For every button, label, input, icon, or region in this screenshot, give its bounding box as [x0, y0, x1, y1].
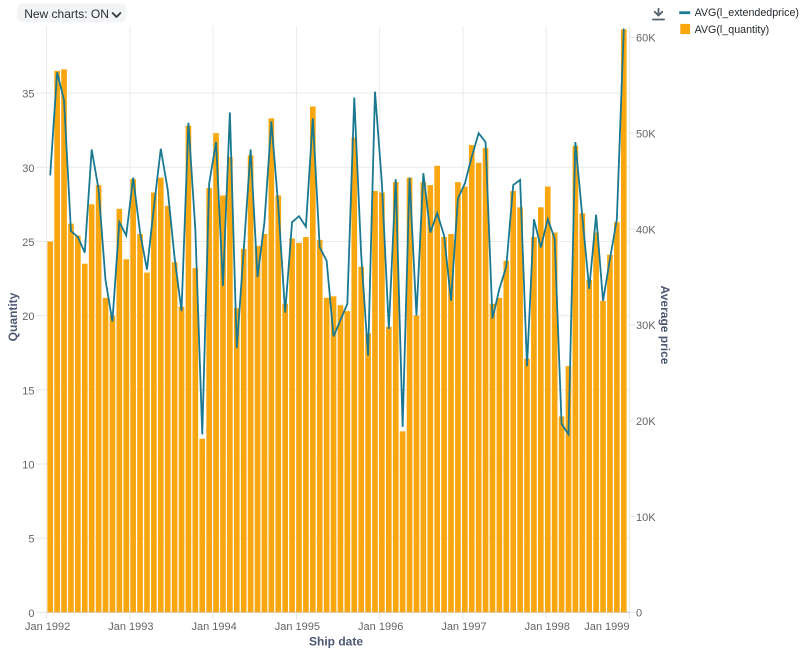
svg-text:AVG(l_quantity): AVG(l_quantity): [695, 24, 770, 36]
svg-text:15: 15: [22, 385, 34, 397]
svg-text:30K: 30K: [636, 320, 656, 332]
svg-text:Jan 1998: Jan 1998: [525, 621, 570, 633]
svg-text:Jan 1999: Jan 1999: [584, 621, 629, 633]
svg-text:10: 10: [22, 459, 34, 471]
svg-text:20K: 20K: [636, 416, 656, 428]
svg-text:Jan 1995: Jan 1995: [275, 621, 320, 633]
svg-text:AVG(l_extendedprice): AVG(l_extendedprice): [695, 7, 799, 19]
svg-text:25: 25: [22, 237, 34, 249]
svg-text:New charts: ON: New charts: ON: [24, 7, 109, 21]
svg-text:Quantity: Quantity: [6, 292, 20, 341]
svg-text:0: 0: [28, 608, 34, 620]
svg-text:60K: 60K: [636, 33, 656, 45]
svg-text:40K: 40K: [636, 224, 656, 236]
svg-text:Jan 1993: Jan 1993: [108, 621, 153, 633]
svg-text:10K: 10K: [636, 512, 656, 524]
svg-text:30: 30: [22, 163, 34, 175]
svg-text:20: 20: [22, 311, 34, 323]
svg-text:50K: 50K: [636, 128, 656, 140]
svg-text:5: 5: [28, 534, 34, 546]
svg-text:Jan 1992: Jan 1992: [25, 621, 70, 633]
svg-text:35: 35: [22, 89, 34, 101]
svg-text:Jan 1996: Jan 1996: [358, 621, 403, 633]
svg-text:0: 0: [636, 608, 642, 620]
svg-text:Jan 1994: Jan 1994: [192, 621, 237, 633]
svg-text:Ship date: Ship date: [309, 635, 363, 649]
svg-text:Average price: Average price: [658, 286, 672, 365]
svg-text:Jan 1997: Jan 1997: [441, 621, 486, 633]
